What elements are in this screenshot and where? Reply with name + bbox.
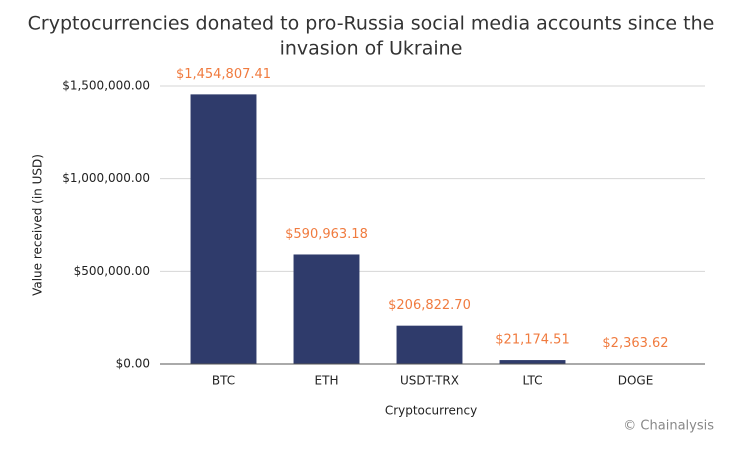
y-tick-label: $0.00: [116, 357, 150, 371]
source: © Chainalysis: [623, 419, 714, 434]
value-label: $1,454,807.41: [176, 67, 271, 82]
x-tick-label: USDT-TRX: [400, 374, 459, 388]
bar: [396, 325, 463, 364]
x-tick-label: LTC: [522, 374, 542, 388]
bar: [190, 94, 257, 364]
x-axis-title: Cryptocurrency: [385, 404, 477, 418]
x-tick-label: BTC: [212, 374, 235, 388]
x-tick-label: ETH: [315, 374, 339, 388]
bar: [499, 360, 566, 364]
x-tick-label: DOGE: [618, 374, 654, 388]
value-label: $2,363.62: [602, 336, 668, 351]
y-axis-title: Value received (in USD): [31, 154, 45, 296]
value-label: $206,822.70: [388, 298, 471, 313]
value-label: $590,963.18: [285, 227, 368, 242]
y-tick-label: $1,500,000.00: [62, 79, 150, 93]
chart-title: Cryptocurrencies donated to pro-Russia s…: [28, 13, 715, 35]
value-label: $21,174.51: [495, 333, 569, 348]
y-tick-label: $500,000.00: [74, 264, 150, 278]
chart-title: invasion of Ukraine: [280, 38, 463, 60]
y-tick-label: $1,000,000.00: [62, 171, 150, 185]
bar: [293, 254, 360, 364]
